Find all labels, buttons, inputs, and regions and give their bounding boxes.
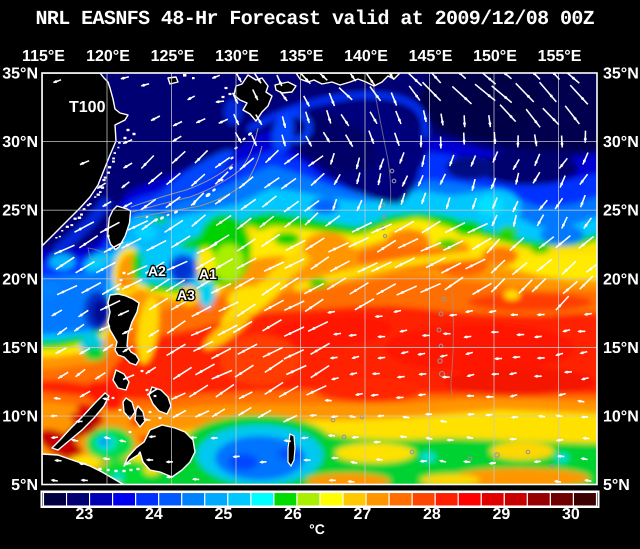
svg-text:A1: A1 — [199, 266, 217, 282]
svg-text:5°N: 5°N — [603, 477, 630, 494]
svg-text:23: 23 — [76, 506, 94, 523]
svg-text:140°E: 140°E — [344, 48, 388, 65]
svg-text:°C: °C — [309, 521, 325, 537]
svg-text:145°E: 145°E — [409, 48, 453, 65]
svg-text:26: 26 — [284, 506, 302, 523]
svg-text:28: 28 — [423, 506, 441, 523]
svg-text:24: 24 — [145, 506, 163, 523]
svg-text:30°N: 30°N — [603, 134, 639, 151]
svg-text:155°E: 155°E — [538, 48, 582, 65]
svg-text:A3: A3 — [177, 287, 195, 303]
svg-text:27: 27 — [354, 506, 372, 523]
svg-text:115°E: 115°E — [22, 48, 65, 65]
svg-text:25: 25 — [215, 506, 233, 523]
svg-text:25°N: 25°N — [2, 203, 38, 220]
svg-text:10°N: 10°N — [2, 409, 38, 426]
svg-text:30°N: 30°N — [2, 134, 38, 151]
svg-text:A2: A2 — [148, 263, 166, 279]
svg-text:T100: T100 — [69, 99, 106, 116]
svg-text:20°N: 20°N — [603, 271, 639, 288]
svg-text:10°N: 10°N — [603, 409, 639, 426]
svg-text:30: 30 — [562, 506, 580, 523]
svg-text:35°N: 35°N — [2, 66, 38, 83]
svg-text:15°N: 15°N — [2, 340, 38, 357]
svg-text:35°N: 35°N — [603, 66, 639, 83]
svg-text:5°N: 5°N — [11, 477, 38, 494]
svg-text:125°E: 125°E — [151, 48, 195, 65]
svg-text:25°N: 25°N — [603, 203, 639, 220]
svg-text:130°E: 130°E — [215, 48, 259, 65]
svg-text:NRL EASNFS 48-Hr Forecast val: NRL EASNFS 48-Hr Forecast valid at 2009/… — [36, 8, 595, 31]
svg-text:150°E: 150°E — [473, 48, 517, 65]
svg-text:135°E: 135°E — [280, 48, 324, 65]
svg-text:29: 29 — [493, 506, 511, 523]
svg-text:20°N: 20°N — [2, 271, 38, 288]
svg-text:120°E: 120°E — [86, 48, 130, 65]
svg-text:15°N: 15°N — [603, 340, 639, 357]
